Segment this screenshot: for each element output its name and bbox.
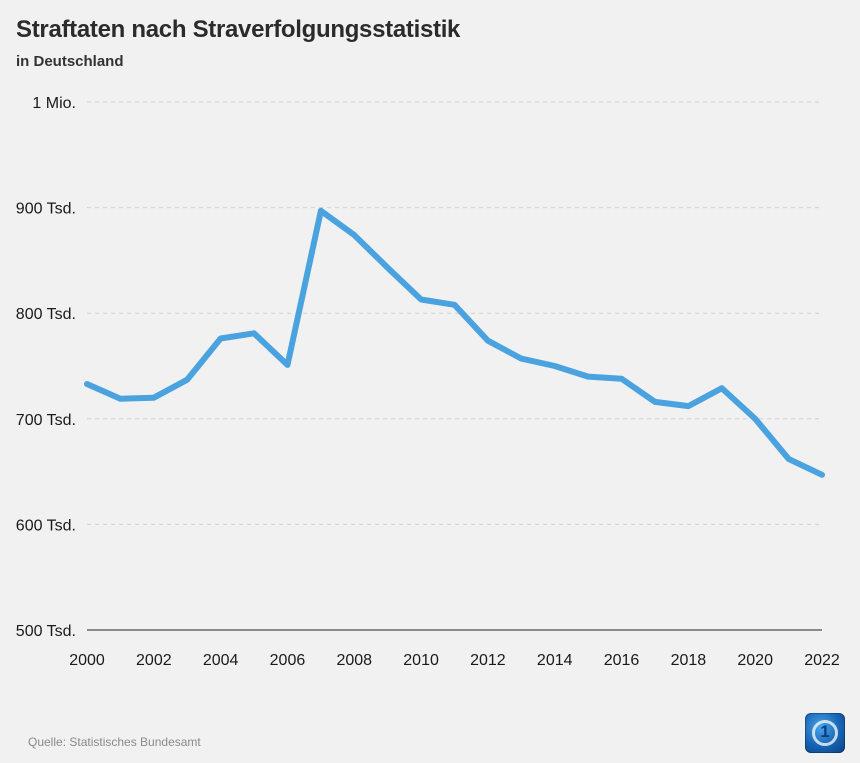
data-point — [318, 208, 324, 214]
data-point — [418, 296, 424, 302]
x-tick-label: 2000 — [69, 652, 105, 669]
x-tick-label: 2010 — [403, 652, 439, 669]
y-tick-label: 700 Tsd. — [16, 412, 76, 429]
x-tick-label: 2014 — [537, 652, 573, 669]
x-tick-label: 2006 — [270, 652, 306, 669]
data-point — [385, 265, 391, 271]
chart-title: Straftaten nach Straverfolgungsstatistik — [16, 16, 461, 43]
x-tick-label: 2020 — [737, 652, 773, 669]
data-point — [585, 374, 591, 380]
data-point — [218, 336, 224, 342]
data-point — [184, 377, 190, 383]
data-point — [284, 362, 290, 368]
chart-subtitle: in Deutschland — [16, 53, 124, 70]
data-point — [117, 396, 123, 402]
data-point — [485, 338, 491, 344]
tagesschau-logo-icon: 1 — [805, 713, 845, 753]
data-point — [452, 302, 457, 308]
data-point — [552, 363, 558, 369]
y-tick-label: 600 Tsd. — [16, 517, 76, 534]
y-tick-label: 800 Tsd. — [16, 306, 76, 323]
y-tick-label: 500 Tsd. — [16, 623, 76, 640]
data-point — [752, 416, 758, 422]
x-tick-label: 2004 — [203, 652, 239, 669]
data-point — [151, 395, 157, 401]
data-point — [619, 376, 625, 382]
x-tick-label: 2012 — [470, 652, 506, 669]
data-point — [819, 472, 825, 478]
x-tick-label: 2008 — [336, 652, 372, 669]
series-line — [84, 207, 825, 478]
data-point — [351, 232, 357, 238]
x-tick-label: 2022 — [804, 652, 840, 669]
data-point — [786, 456, 792, 462]
data-point — [518, 356, 524, 362]
source-note: Quelle: Statistisches Bundesamt — [28, 735, 201, 749]
y-tick-label: 900 Tsd. — [16, 201, 76, 218]
x-tick-label: 2002 — [136, 652, 172, 669]
y-tick-label: 1 Mio. — [32, 95, 76, 112]
x-tick-label: 2018 — [671, 652, 707, 669]
data-point — [251, 330, 257, 336]
data-point — [685, 403, 691, 409]
line-chart: 500 Tsd. 600 Tsd. 700 Tsd. 800 Tsd. 900 Tsd.… — [16, 95, 840, 669]
data-point — [652, 399, 658, 405]
data-point — [719, 385, 725, 391]
data-point — [84, 381, 90, 387]
x-tick-label: 2016 — [604, 652, 640, 669]
